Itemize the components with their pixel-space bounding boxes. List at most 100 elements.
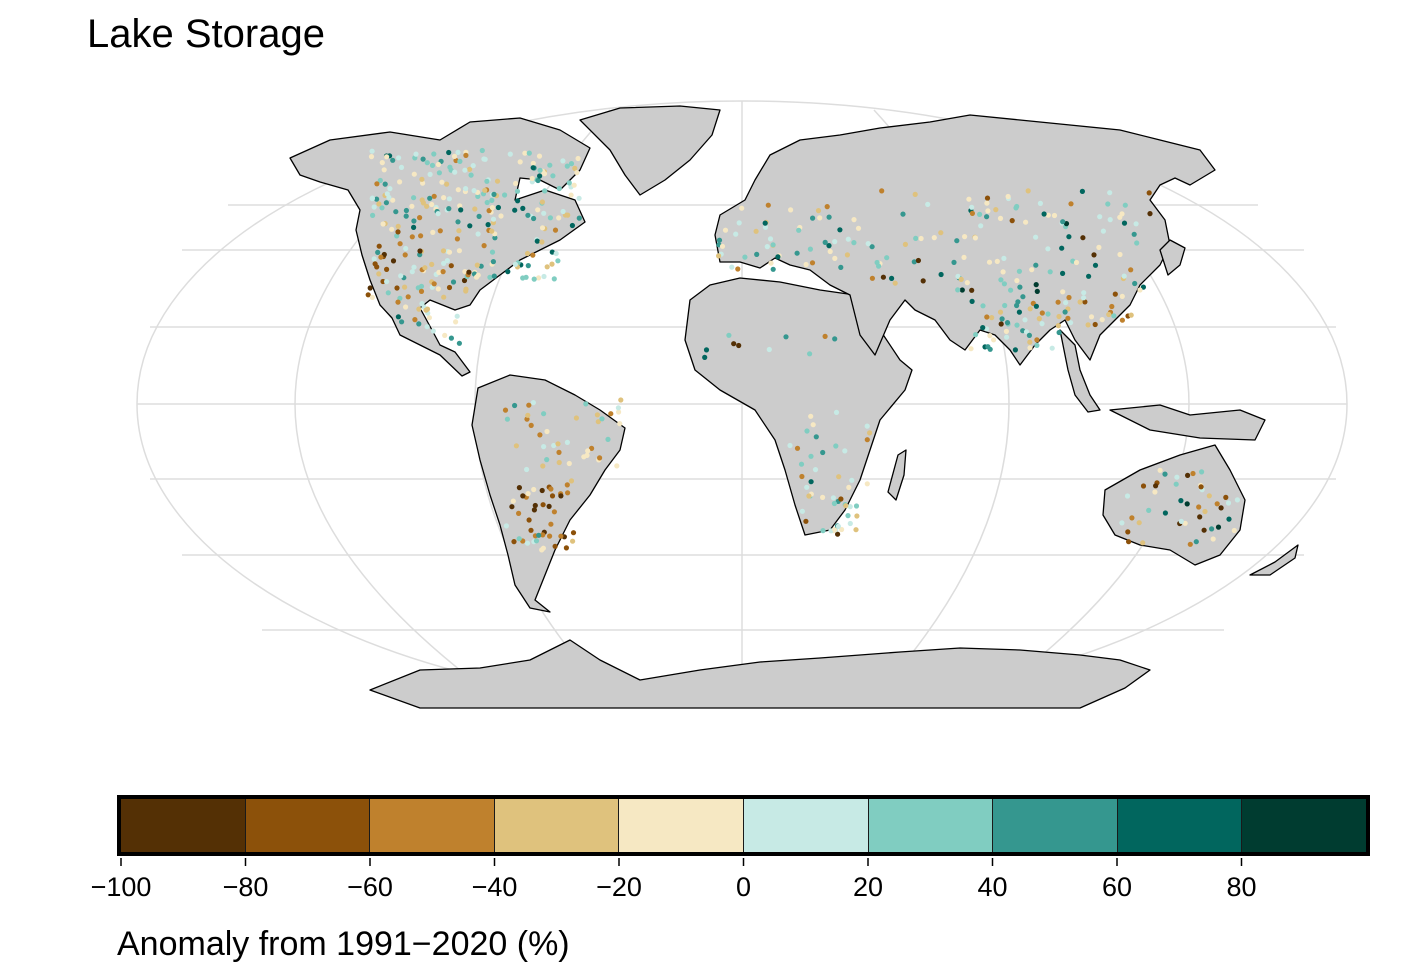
lake-point (420, 156, 426, 162)
lake-point (429, 261, 435, 267)
lake-point (1129, 515, 1135, 521)
lake-point (550, 173, 556, 179)
lake-point (762, 224, 769, 230)
lake-point (535, 207, 541, 213)
lake-point (959, 287, 965, 293)
lake-point (833, 443, 839, 449)
lake-point (505, 269, 511, 275)
lake-point (726, 332, 732, 338)
lake-point (938, 230, 944, 236)
lake-point (365, 292, 371, 298)
lake-point (515, 198, 521, 204)
lake-point (768, 260, 774, 266)
lake-point (403, 245, 409, 252)
lake-point (615, 405, 622, 411)
lake-point (1201, 527, 1207, 533)
lake-point (739, 205, 745, 211)
lake-point (984, 214, 990, 220)
lake-point (510, 498, 516, 504)
lake-point (490, 216, 497, 222)
lake-point (547, 162, 553, 168)
lake-point (442, 332, 448, 338)
lake-point (541, 210, 547, 216)
madagascar (887, 449, 907, 501)
lake-point (589, 445, 595, 451)
lake-point (719, 243, 726, 249)
lake-point (491, 273, 497, 279)
lake-point (525, 412, 531, 418)
lake-point (1088, 314, 1095, 320)
lake-point (435, 211, 441, 217)
lake-point (573, 415, 580, 421)
lake-point (722, 227, 729, 233)
lake-point (424, 203, 430, 209)
lake-point (1162, 471, 1168, 477)
lake-point (552, 543, 558, 549)
lake-point (845, 513, 851, 519)
lake-point (556, 449, 562, 455)
lake-point (1091, 252, 1097, 258)
lake-point (393, 209, 399, 215)
lake-point (1005, 193, 1011, 200)
lake-point (884, 255, 890, 261)
lake-point (492, 235, 498, 241)
lake-point (869, 275, 876, 281)
lake-point (569, 222, 576, 229)
lake-point (770, 266, 776, 272)
lake-point (804, 484, 810, 490)
lake-point (839, 526, 845, 533)
lake-point (987, 333, 993, 339)
lake-point (1121, 220, 1128, 226)
colorbar-tick-label: −40 (471, 872, 518, 902)
indochina-peninsula (1059, 329, 1101, 413)
lake-point (847, 504, 853, 510)
lake-point (1003, 328, 1010, 334)
lake-point (376, 271, 382, 277)
lake-point (581, 454, 587, 460)
lake-point (1173, 481, 1179, 487)
lake-point (754, 251, 760, 257)
lake-point (1055, 323, 1061, 329)
lake-point (463, 286, 469, 292)
lake-point (972, 235, 979, 241)
lake-point (716, 237, 723, 243)
lake-point (807, 351, 813, 357)
lake-point (457, 203, 463, 209)
lake-point (788, 207, 794, 213)
lake-point (1105, 201, 1111, 207)
lake-point (540, 502, 546, 508)
lake-point (1039, 310, 1045, 316)
lake-point (1034, 337, 1040, 343)
lake-point (608, 411, 614, 417)
lake-point (390, 157, 396, 163)
colorbar-tick-label: −20 (596, 872, 642, 902)
lake-point (1000, 269, 1006, 275)
lake-point (537, 432, 543, 438)
lake-point (367, 285, 373, 291)
lake-point (458, 207, 464, 213)
graticule (136, 100, 1348, 708)
lake-point (452, 169, 458, 175)
lake-point (1157, 467, 1163, 473)
lake-point (402, 252, 408, 258)
lake-point (526, 402, 532, 408)
lake-point (1140, 483, 1147, 489)
lake-point (570, 538, 576, 544)
lake-point (1234, 497, 1240, 503)
lake-point (446, 206, 452, 212)
lake-point (1107, 217, 1113, 223)
lake-point (994, 258, 1000, 264)
lake-point (566, 460, 572, 467)
colorbar-tick-label: 20 (852, 872, 884, 902)
lake-point (855, 225, 862, 231)
lake-point (565, 490, 571, 496)
lake-point (556, 185, 562, 192)
lake-point (1119, 520, 1125, 526)
lake-point (542, 188, 548, 194)
lake-point (374, 196, 380, 202)
colorbar-swatch (619, 799, 744, 852)
lake-point (977, 211, 983, 217)
lake-point (547, 533, 553, 539)
lake-point (938, 271, 944, 278)
lake-point (824, 204, 830, 210)
